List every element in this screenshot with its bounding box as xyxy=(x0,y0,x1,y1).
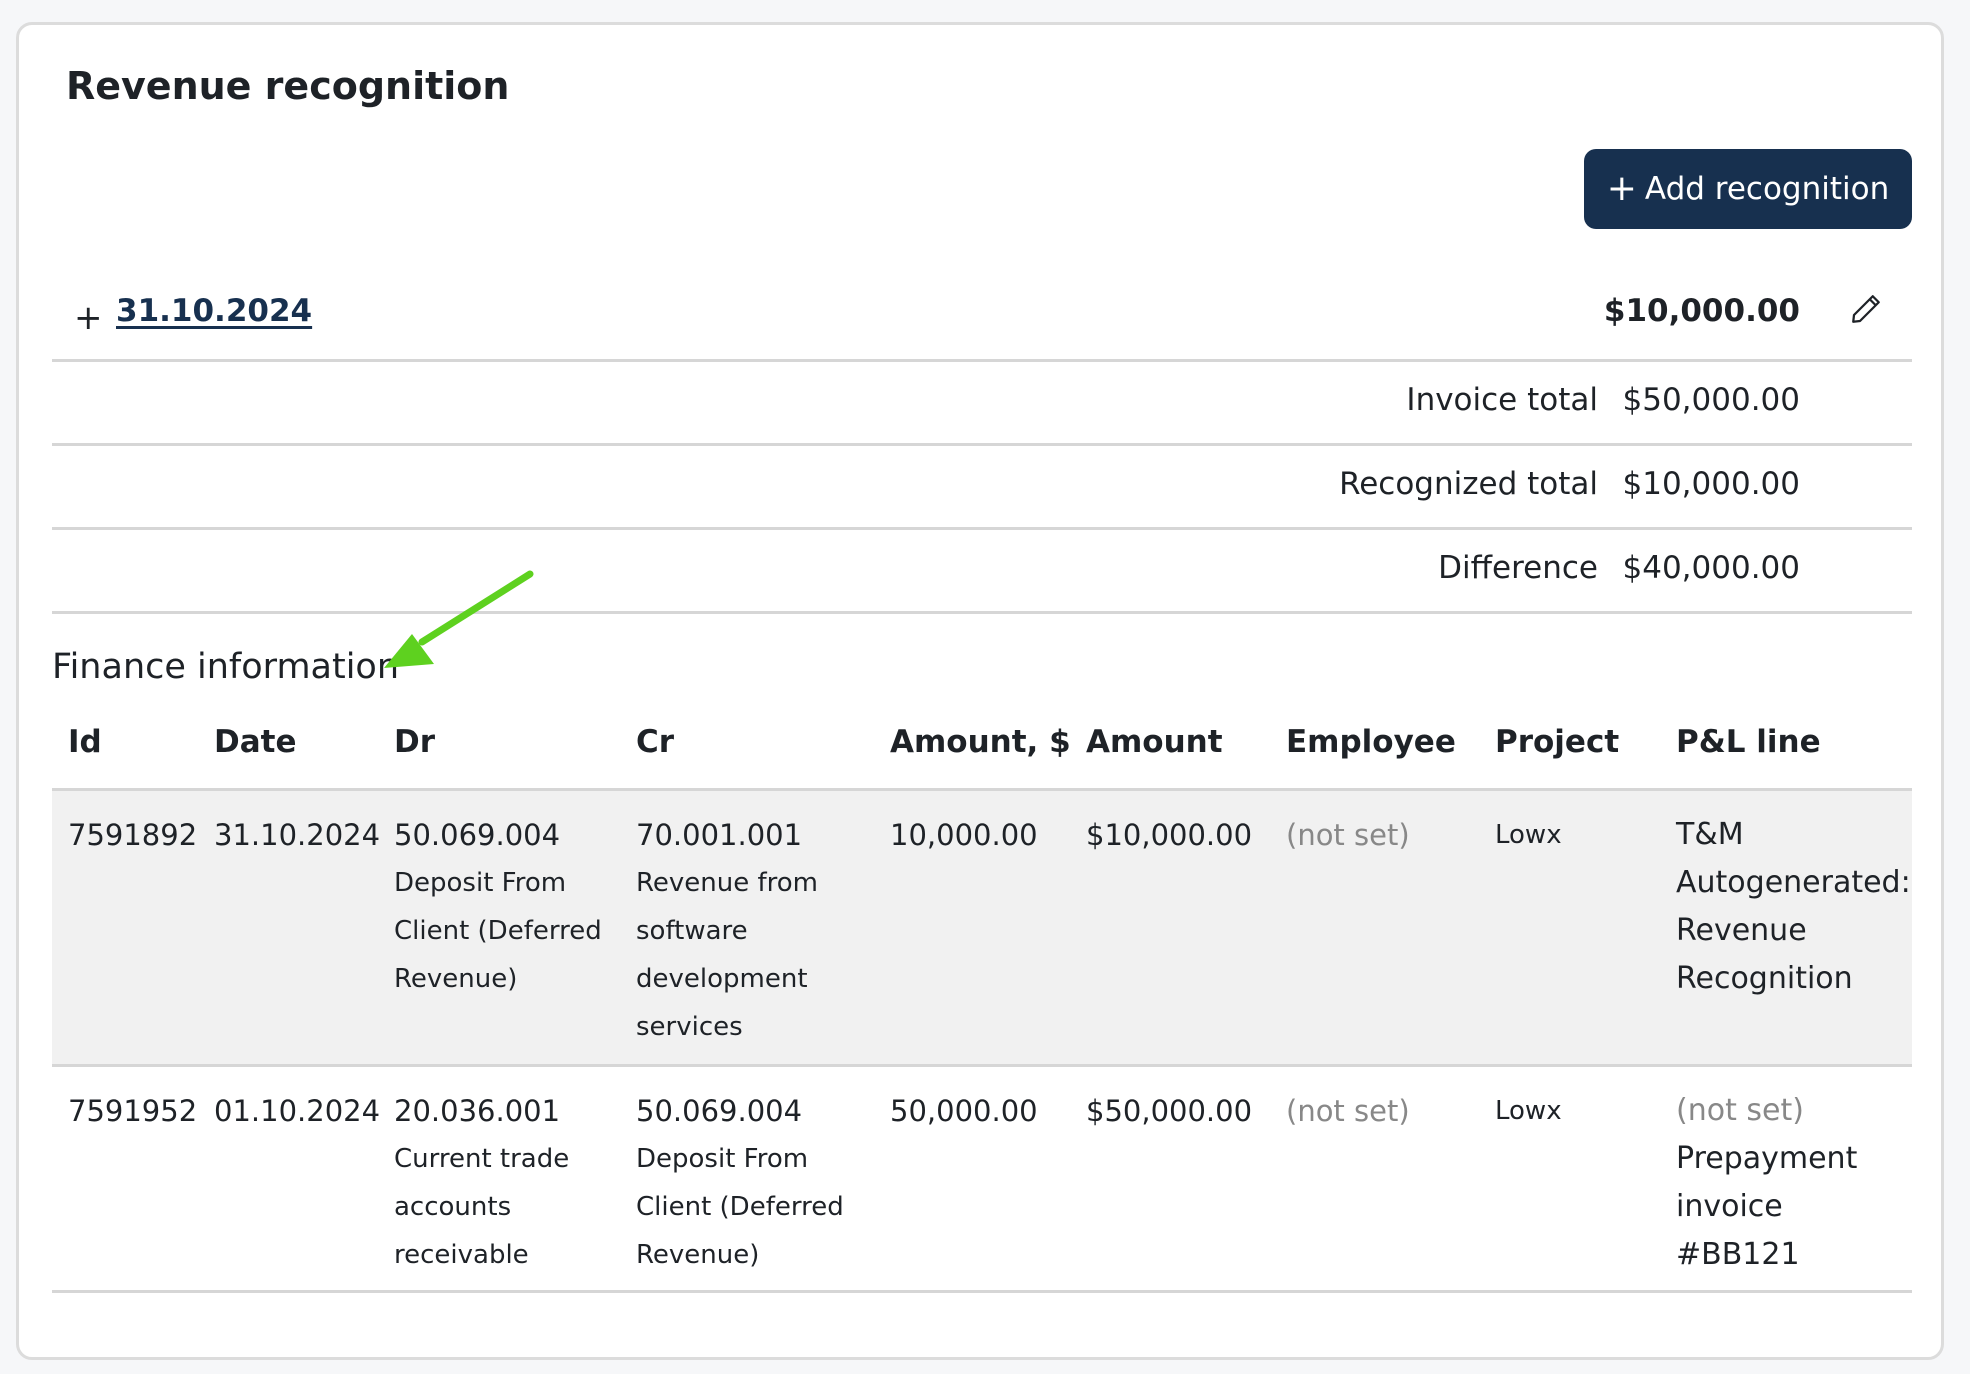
plus-icon: + xyxy=(1606,168,1637,209)
difference-label: Difference xyxy=(1438,550,1598,586)
invoice-total-value: $50,000.00 xyxy=(1622,382,1801,418)
difference-row: Difference $40,000.00 xyxy=(52,530,1912,614)
column-header-amount-usd: Amount, $ xyxy=(890,724,1071,760)
cr-account-description: Revenue from software development servic… xyxy=(636,868,818,1042)
column-header-cr: Cr xyxy=(636,724,675,760)
cell-cr: 50.069.004 Deposit From Client (Deferred… xyxy=(636,1087,846,1279)
invoice-total-label: Invoice total xyxy=(1406,382,1598,418)
cell-id: 7591952 xyxy=(68,1094,198,1128)
revenue-recognition-card xyxy=(16,22,1944,1360)
page-title: Revenue recognition xyxy=(66,64,510,108)
cell-project: Lowx xyxy=(1495,1096,1562,1126)
pl-line-secondary: Autogenerated: Revenue Recognition xyxy=(1676,865,1911,996)
column-header-pl-line: P&L line xyxy=(1676,724,1821,760)
cr-account-description: Deposit From Client (Deferred Revenue) xyxy=(636,1144,844,1270)
recognized-total-value: $10,000.00 xyxy=(1622,466,1801,502)
pl-line-primary: (not set) xyxy=(1676,1093,1804,1128)
cell-project: Lowx xyxy=(1495,820,1562,850)
cell-date: 01.10.2024 xyxy=(214,1094,381,1128)
recognized-total-label: Recognized total xyxy=(1339,466,1598,502)
table-row: 7591892 31.10.2024 50.069.004 Deposit Fr… xyxy=(52,791,1912,1067)
add-recognition-label: Add recognition xyxy=(1644,171,1890,207)
column-header-dr: Dr xyxy=(394,724,436,760)
cell-employee: (not set) xyxy=(1286,1094,1410,1128)
pl-line-secondary: Prepayment invoice #BB121 xyxy=(1676,1141,1858,1272)
expand-plus-icon[interactable]: + xyxy=(74,298,103,338)
column-header-employee: Employee xyxy=(1286,724,1456,760)
period-amount: $10,000.00 xyxy=(1603,293,1800,329)
cell-employee: (not set) xyxy=(1286,818,1410,852)
finance-information-title: Finance information xyxy=(52,647,400,687)
recognition-period-row: + 31.10.2024 $10,000.00 xyxy=(52,283,1912,362)
dr-account-description: Current trade accounts receivable xyxy=(394,1144,570,1270)
cell-dr: 20.036.001 Current trade accounts receiv… xyxy=(394,1087,624,1279)
cell-amount-usd: 10,000.00 xyxy=(890,818,1038,852)
column-header-id: Id xyxy=(68,724,102,760)
cr-account-code: 70.001.001 xyxy=(636,818,803,852)
dr-account-description: Deposit From Client (Deferred Revenue) xyxy=(394,868,602,994)
period-date-link[interactable]: 31.10.2024 xyxy=(116,293,313,329)
cell-amount: $10,000.00 xyxy=(1086,818,1253,852)
finance-table: Id Date Dr Cr Amount, $ Amount Employee … xyxy=(52,712,1912,1293)
difference-value: $40,000.00 xyxy=(1622,550,1801,586)
cell-cr: 70.001.001 Revenue from software develop… xyxy=(636,811,846,1051)
column-header-amount: Amount xyxy=(1086,724,1223,760)
pencil-icon[interactable] xyxy=(1848,291,1884,327)
dr-account-code: 50.069.004 xyxy=(394,818,561,852)
column-header-project: Project xyxy=(1495,724,1620,760)
column-header-date: Date xyxy=(214,724,297,760)
cell-dr: 50.069.004 Deposit From Client (Deferred… xyxy=(394,811,624,1003)
dr-account-code: 20.036.001 xyxy=(394,1094,561,1128)
cell-amount: $50,000.00 xyxy=(1086,1094,1253,1128)
recognized-total-row: Recognized total $10,000.00 xyxy=(52,446,1912,530)
cell-id: 7591892 xyxy=(68,818,198,852)
cell-date: 31.10.2024 xyxy=(214,818,381,852)
invoice-total-row: Invoice total $50,000.00 xyxy=(52,362,1912,446)
annotation-arrow-icon xyxy=(384,570,534,668)
cr-account-code: 50.069.004 xyxy=(636,1094,803,1128)
cell-pl-line: (not set) Prepayment invoice #BB121 xyxy=(1676,1087,1912,1279)
add-recognition-button[interactable]: + Add recognition xyxy=(1584,149,1912,229)
cell-pl-line: T&M Autogenerated: Revenue Recognition xyxy=(1676,811,1912,1003)
table-row: 7591952 01.10.2024 20.036.001 Current tr… xyxy=(52,1067,1912,1293)
finance-table-header: Id Date Dr Cr Amount, $ Amount Employee … xyxy=(52,712,1912,791)
pl-line-primary: T&M xyxy=(1676,817,1744,852)
cell-amount-usd: 50,000.00 xyxy=(890,1094,1038,1128)
